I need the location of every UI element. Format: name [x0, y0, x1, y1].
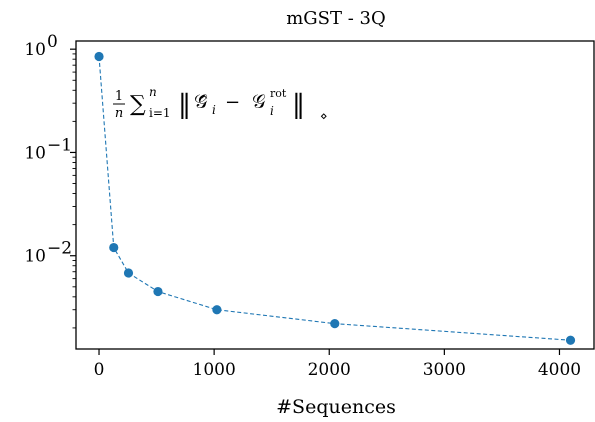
annotation-norm-close: ‖ — [292, 90, 305, 120]
data-point — [109, 242, 119, 253]
y-tick-exponent: −2 — [47, 239, 72, 259]
y-tick-exponent: 0 — [47, 32, 58, 52]
annotation-sum: ∑ — [130, 92, 146, 117]
annotation-sum-sup: n — [149, 85, 157, 99]
y-tick-label: 10 — [24, 143, 46, 163]
annotation-diamond: ⋄ — [320, 109, 328, 123]
x-tick-label: 4000 — [538, 360, 581, 380]
annotation-minus: − — [225, 92, 240, 113]
x-tick-label: 1000 — [193, 360, 236, 380]
annotation-norm-open: ‖ — [178, 90, 191, 120]
x-tick-label: 2000 — [308, 360, 351, 380]
data-point — [94, 51, 104, 62]
annotation-sub-i: i — [212, 103, 216, 117]
annotation: 1 n ∑ n i=1 ‖ 𝒢̂ i − 𝒢 rot i ‖ ⋄ — [113, 85, 328, 123]
data-point — [330, 319, 340, 329]
x-axis-label: #Sequences — [276, 396, 396, 418]
series-line — [98, 56, 571, 341]
plot-frame — [75, 40, 595, 350]
y-tick-label: 10 — [24, 40, 46, 60]
data-point — [565, 335, 576, 345]
data-point — [123, 268, 134, 278]
data-point — [153, 286, 163, 297]
annotation-frac-num: 1 — [115, 89, 123, 104]
annotation-rot-sup: rot — [270, 87, 287, 100]
annotation-g-hat: 𝒢̂ — [194, 91, 208, 113]
series-layer — [94, 51, 576, 345]
annotation-frac-den: n — [115, 106, 123, 121]
chart-title: mGST - 3Q — [286, 8, 386, 29]
annotation-g-rot: 𝒢 — [252, 91, 266, 113]
x-tick-label: 0 — [94, 360, 105, 380]
data-point — [212, 305, 222, 315]
annotation-rot-sub-i: i — [270, 104, 274, 118]
x-tick-label: 3000 — [423, 360, 466, 380]
y-tick-exponent: −1 — [47, 135, 72, 155]
y-tick-label: 10 — [24, 247, 46, 267]
annotation-sum-sub: i=1 — [149, 106, 171, 120]
